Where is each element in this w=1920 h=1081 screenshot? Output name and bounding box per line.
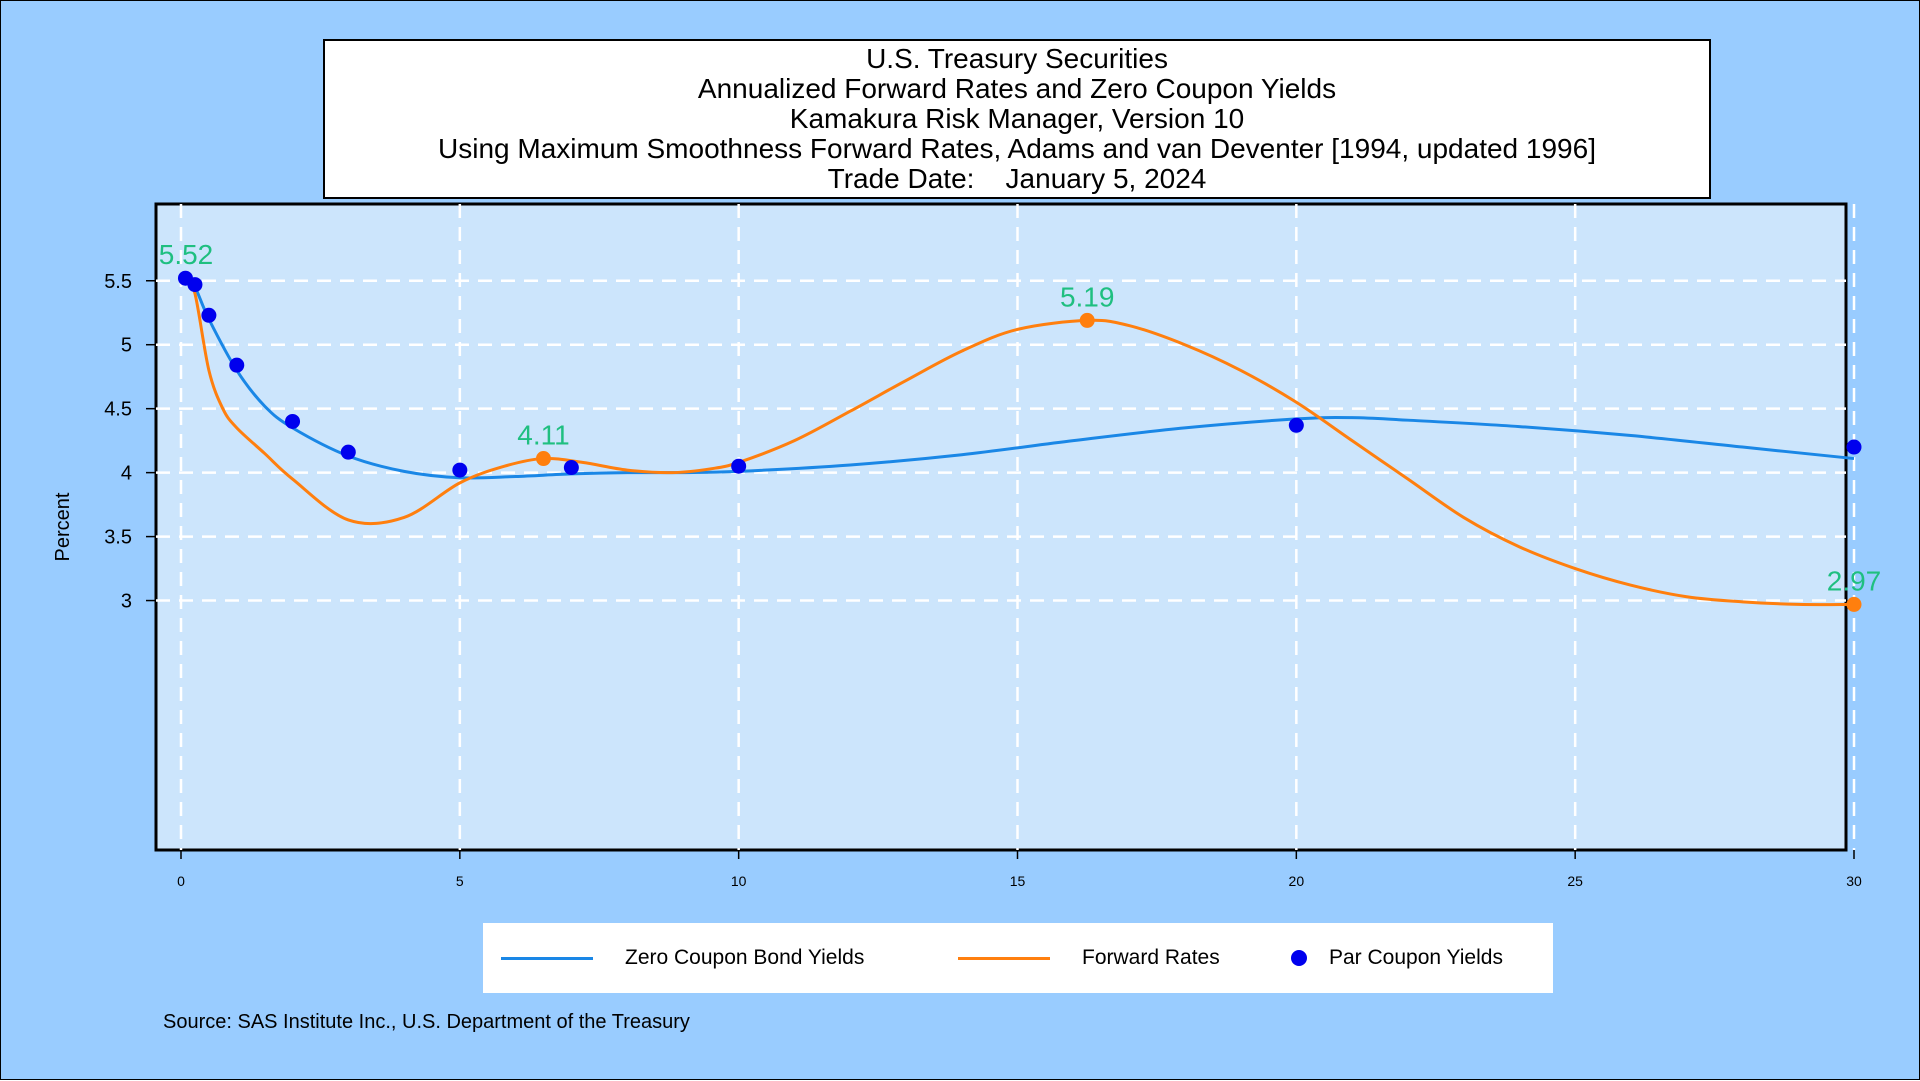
par-yield-point — [563, 460, 579, 476]
data-annotations: 5.52 4.11 5.19 2.97 — [159, 239, 1882, 596]
y-axis-label: Percent — [52, 492, 74, 561]
par-yield-point — [229, 357, 245, 373]
chart-title-box: U.S. Treasury Securities Annualized Forw… — [323, 39, 1711, 199]
series-lines — [184, 277, 1855, 607]
data-label: 5.19 — [1060, 281, 1115, 312]
title-line-5: Trade Date: January 5, 2024 — [827, 163, 1207, 194]
forward-rate-marker — [1846, 596, 1862, 612]
grid-lines — [156, 204, 1856, 850]
title-line-4: Using Maximum Smoothness Forward Rates, … — [438, 133, 1596, 164]
y-tick-label: 4.5 — [104, 399, 132, 421]
par-yield-point — [285, 413, 301, 429]
forward-rate-marker — [535, 451, 551, 467]
par-yield-point — [452, 462, 468, 478]
x-tick-label: 20 — [1289, 873, 1305, 889]
source-note: Source: SAS Institute Inc., U.S. Departm… — [163, 1011, 690, 1033]
legend-swatch-forward — [958, 956, 1050, 960]
legend-label-zero: Zero Coupon Bond Yields — [625, 946, 865, 969]
par-yield-point — [731, 458, 747, 474]
legend-item-zero: Zero Coupon Bond Yields — [501, 923, 864, 993]
y-tick-label: 3 — [121, 591, 132, 613]
zero-coupon-yield-line — [184, 277, 1855, 480]
x-tick-label: 0 — [177, 873, 185, 889]
axis-ticks: 0 5 10 15 20 25 30 3 3.5 4 4.5 5 5.5 — [104, 271, 1862, 889]
legend-swatch-zero — [501, 956, 593, 960]
chart-legend: Zero Coupon Bond Yields Forward Rates Pa… — [483, 923, 1553, 993]
title-line-1: U.S. Treasury Securities — [866, 43, 1168, 74]
y-tick-label: 3.5 — [104, 527, 132, 549]
x-tick-label: 30 — [1846, 873, 1862, 889]
legend-label-forward: Forward Rates — [1082, 946, 1220, 969]
title-line-2: Annualized Forward Rates and Zero Coupon… — [697, 73, 1337, 104]
par-yield-point — [201, 307, 217, 323]
y-tick-label: 5 — [121, 335, 132, 357]
data-label: 2.97 — [1827, 565, 1882, 596]
par-yield-point — [1288, 417, 1304, 433]
par-yield-point — [340, 444, 356, 460]
legend-label-par: Par Coupon Yields — [1329, 946, 1503, 969]
legend-item-par: Par Coupon Yields — [1291, 923, 1503, 993]
x-tick-label: 10 — [731, 873, 747, 889]
par-yield-point — [187, 277, 203, 293]
data-markers — [177, 270, 1862, 612]
x-tick-label: 5 — [456, 873, 464, 889]
x-tick-label: 15 — [1010, 873, 1026, 889]
plot-area — [154, 202, 1848, 852]
legend-swatch-par — [1291, 950, 1307, 966]
y-tick-label: 4 — [121, 463, 132, 485]
legend-item-forward: Forward Rates — [958, 923, 1220, 993]
par-yield-point — [1846, 439, 1862, 455]
data-label: 4.11 — [517, 420, 569, 451]
data-label: 5.52 — [159, 239, 214, 270]
forward-rate-line — [184, 277, 1855, 607]
x-tick-label: 25 — [1567, 873, 1583, 889]
forward-rate-marker — [1079, 312, 1095, 328]
title-line-3: Kamakura Risk Manager, Version 10 — [789, 103, 1245, 134]
y-tick-label: 5.5 — [104, 271, 132, 293]
